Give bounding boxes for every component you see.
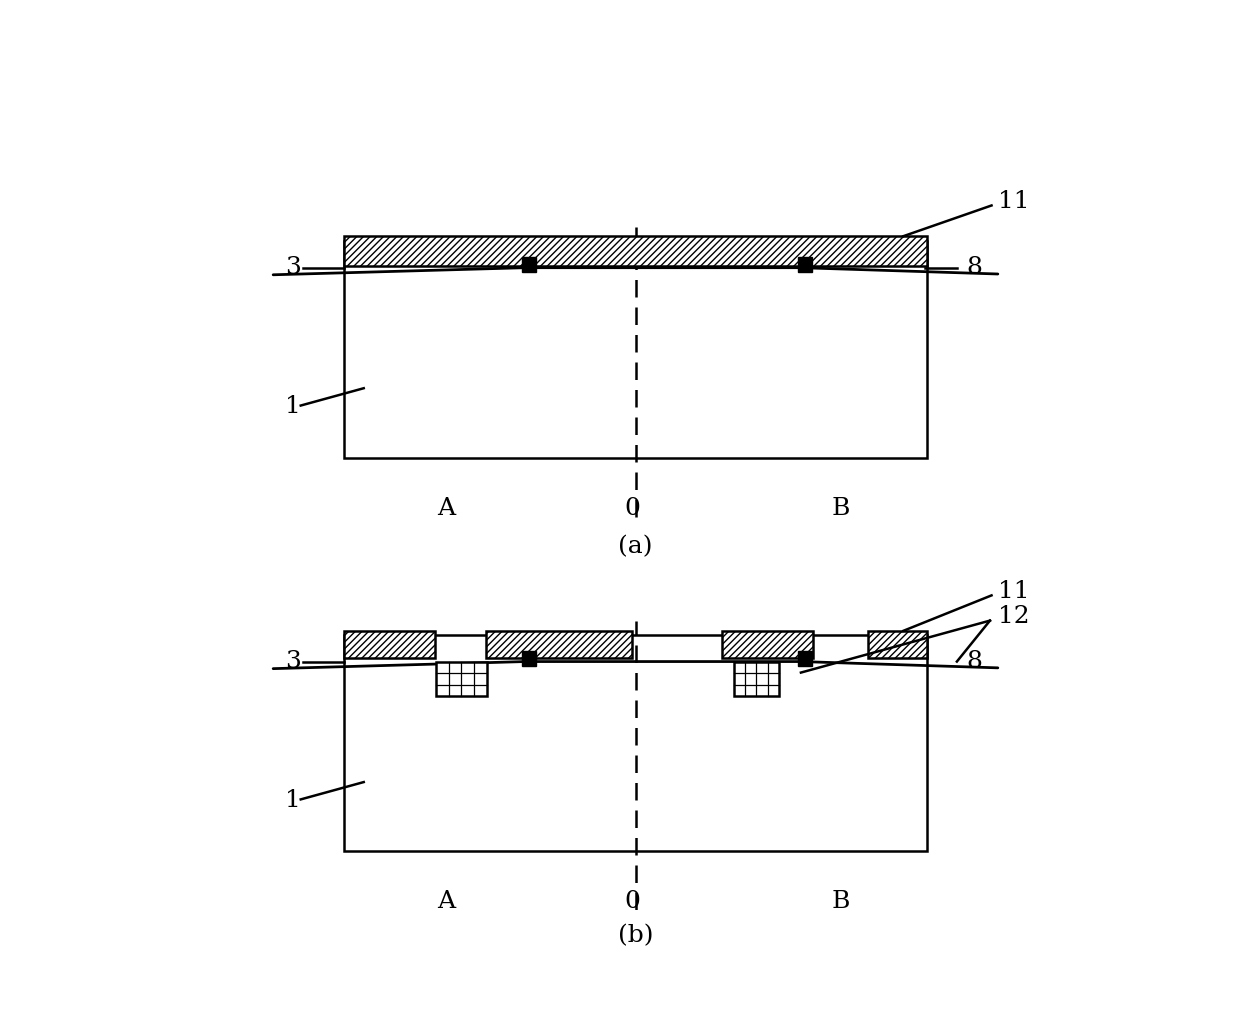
Text: 8: 8 <box>966 650 982 673</box>
Bar <box>522 257 536 272</box>
Bar <box>436 662 486 697</box>
Bar <box>343 240 928 457</box>
Text: 12: 12 <box>998 606 1029 628</box>
Text: (a): (a) <box>619 535 652 559</box>
Text: 0: 0 <box>625 497 640 521</box>
Text: B: B <box>831 890 849 913</box>
Bar <box>797 651 812 666</box>
Bar <box>343 236 928 266</box>
Bar <box>343 631 435 659</box>
Text: 11: 11 <box>998 190 1029 213</box>
Bar <box>343 634 928 851</box>
Bar <box>522 651 536 666</box>
Text: B: B <box>831 497 849 521</box>
Text: 8: 8 <box>966 256 982 279</box>
Text: 1: 1 <box>285 395 301 417</box>
Text: 3: 3 <box>285 256 301 279</box>
Bar <box>486 631 631 659</box>
Bar <box>722 631 812 659</box>
Text: 3: 3 <box>285 650 301 673</box>
Text: 1: 1 <box>285 789 301 811</box>
Text: (b): (b) <box>618 924 653 947</box>
Bar <box>734 662 779 697</box>
Text: A: A <box>438 890 455 913</box>
Text: 11: 11 <box>998 580 1029 603</box>
Text: 0: 0 <box>625 890 640 913</box>
Bar <box>797 257 812 272</box>
Bar <box>868 631 928 659</box>
Text: A: A <box>438 497 455 521</box>
